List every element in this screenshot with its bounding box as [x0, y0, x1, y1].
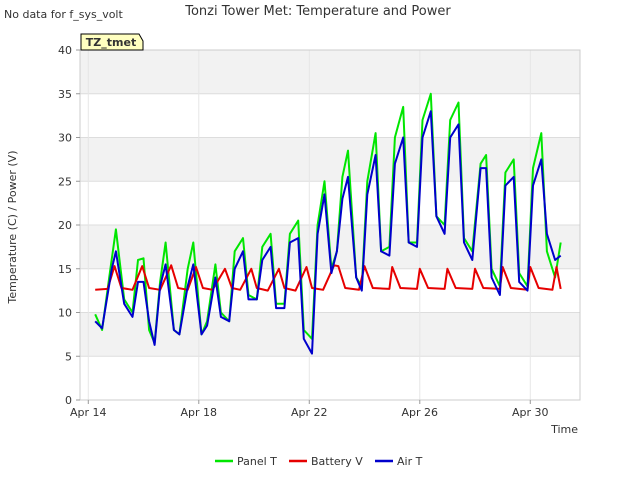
plot-band: [80, 50, 580, 94]
y-tick-label: 30: [58, 132, 72, 145]
y-tick-label: 25: [58, 175, 72, 188]
site-tag-label: TZ_tmet: [86, 36, 136, 49]
x-tick-label: Apr 14: [70, 406, 107, 419]
series-lines: [94, 92, 562, 355]
y-tick-label: 0: [65, 394, 72, 407]
y-tick-label: 15: [58, 263, 72, 276]
series-line-air-t: [94, 110, 562, 355]
legend-label-panel-t: Panel T: [237, 455, 277, 468]
x-tick-label: Apr 22: [291, 406, 328, 419]
y-tick-label: 5: [65, 350, 72, 363]
x-tick-label: Apr 26: [402, 406, 439, 419]
gridlines: [80, 49, 580, 401]
y-tick-label: 10: [58, 307, 72, 320]
legend: Panel T Battery V Air T: [215, 455, 423, 468]
plot-band: [80, 312, 580, 357]
legend-label-battery-v: Battery V: [311, 455, 363, 468]
x-tick-label: Apr 18: [181, 406, 218, 419]
plot-band: [80, 137, 580, 182]
site-tag-badge: TZ_tmet: [80, 33, 144, 51]
no-data-note: No data for f_sys_volt: [4, 8, 123, 21]
axes: 0 5 10 15 20 25 30 35 40 Apr 14 Apr 18 Apr 22 Apr 26…: [58, 44, 581, 419]
site-tag-box: [80, 33, 144, 51]
y-tick-label: 40: [58, 44, 72, 57]
x-tick-label: Apr 30: [512, 406, 549, 419]
x-axis-label: Time: [550, 423, 578, 436]
legend-label-air-t: Air T: [397, 455, 423, 468]
chart-title: Tonzi Tower Met: Temperature and Power: [184, 4, 451, 19]
y-tick-label: 35: [58, 88, 72, 101]
y-axis-label: Temperature (C) / Power (V): [6, 150, 19, 304]
y-tick-label: 20: [58, 219, 72, 232]
